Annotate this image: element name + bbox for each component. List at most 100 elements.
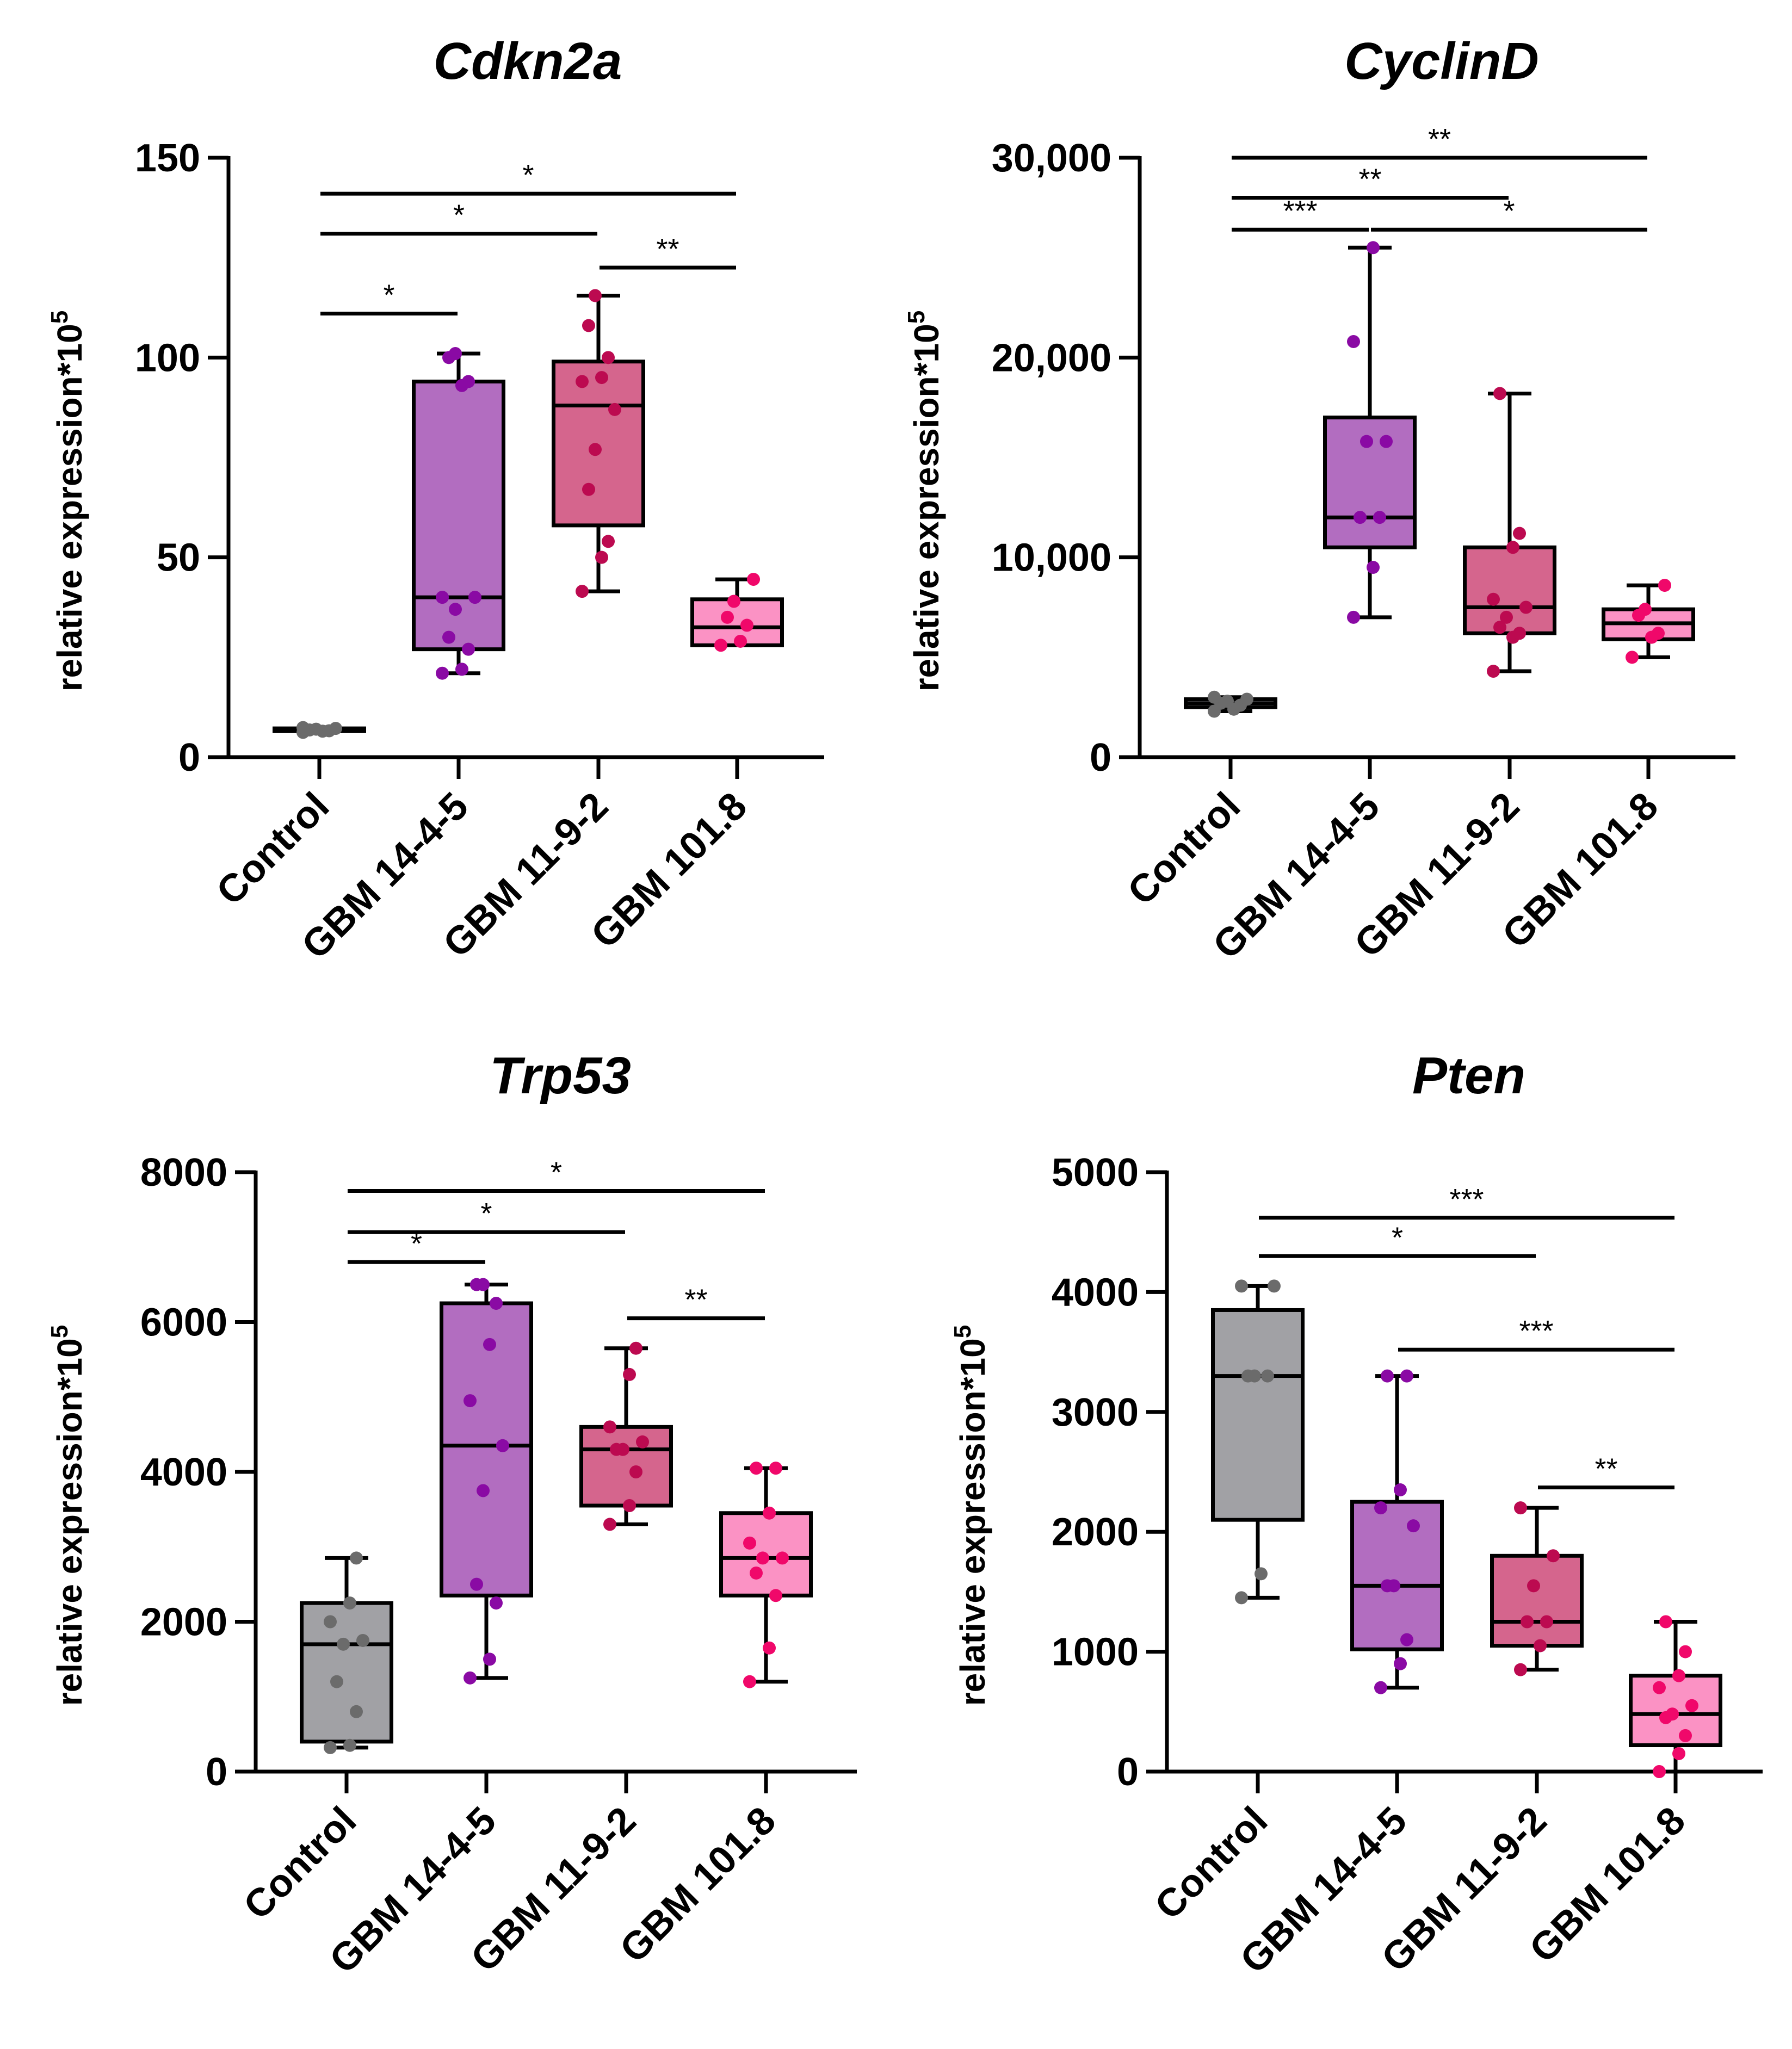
- panel-4-y-tick-label: 3000: [1052, 1391, 1139, 1434]
- panel-1-y-axis-label-superscript: 5: [46, 311, 73, 324]
- panel-3-data-point: [629, 1465, 642, 1478]
- panel-4-significance-label: *: [1392, 1221, 1403, 1254]
- panel-4-data-point: [1387, 1579, 1400, 1593]
- panel-3-significance-label: *: [480, 1197, 492, 1230]
- panel-3-data-point: [636, 1435, 649, 1448]
- panel-2-data-point: [1626, 651, 1639, 664]
- panel-1-data-point: [462, 375, 475, 388]
- panel-3-data-point: [769, 1589, 782, 1602]
- panel-3-data-point: [337, 1637, 350, 1651]
- panel-4-box: [1211, 1308, 1305, 1522]
- panel-4-data-point: [1381, 1369, 1394, 1383]
- panel-1-box-group: [273, 721, 366, 739]
- panel-4-data-point: [1679, 1645, 1692, 1658]
- panel-2-title: CyclinD: [1344, 32, 1538, 90]
- panel-2-significance-label: *: [1503, 195, 1515, 227]
- panel-4-y-tick-label: 0: [1117, 1750, 1139, 1794]
- panel-1-box-group: [690, 573, 784, 652]
- panel-1-data-point: [436, 591, 449, 604]
- panel-2-data-point: [1658, 579, 1671, 592]
- panel-2-significance-label: ***: [1283, 195, 1317, 227]
- panel-1-data-point: [582, 319, 595, 332]
- panel-4-data-point: [1374, 1501, 1387, 1515]
- panel-4-data-point: [1666, 1707, 1679, 1721]
- panel-1-data-point: [468, 591, 481, 604]
- panel-2-data-point: [1513, 527, 1526, 540]
- panel-3-data-point: [483, 1652, 496, 1666]
- panel-4-y-axis-label-text: relative expression*10: [953, 1338, 992, 1706]
- panel-2-y-tick-label: 0: [1090, 736, 1111, 779]
- panel-4-data-point: [1672, 1747, 1685, 1760]
- panel-3-data-point: [330, 1675, 343, 1688]
- panel-1-data-point: [747, 573, 760, 586]
- panel-1-data-point: [310, 722, 323, 736]
- panel-4-data-point: [1394, 1483, 1407, 1497]
- panel-3-data-point: [496, 1439, 509, 1452]
- panel-4-category-label: Control: [1147, 1799, 1276, 1928]
- panel-4-title: Pten: [1412, 1047, 1525, 1105]
- panel-2-y-tick-label: 30,000: [992, 137, 1111, 180]
- panel-4-data-point: [1407, 1519, 1420, 1533]
- panel-2-box-group: [1602, 579, 1695, 664]
- panel-3-data-point: [464, 1394, 477, 1408]
- panel-4-data-point: [1534, 1639, 1547, 1652]
- panel-2-data-point: [1347, 335, 1360, 348]
- panel-2-y-tick-label: 20,000: [992, 336, 1111, 380]
- panel-4-data-point: [1521, 1615, 1534, 1629]
- panel-3-data-point: [629, 1341, 642, 1355]
- panel-4-data-point: [1547, 1549, 1560, 1563]
- panel-2-box-group: [1184, 690, 1277, 718]
- panel-2-significance-label: **: [1358, 163, 1381, 195]
- panel-3-data-point: [490, 1297, 503, 1310]
- panel-3-box: [300, 1601, 393, 1744]
- panel-3-y-tick-label: 6000: [140, 1301, 227, 1345]
- panel-4-data-point: [1659, 1615, 1672, 1629]
- panel-1-significance-label: *: [522, 159, 534, 191]
- panel-3-chart: Trp53 relative expression*105 0 2000 4000 600…: [46, 1047, 857, 1982]
- panel-4-data-point: [1255, 1567, 1268, 1581]
- panel-1-y-axis-label: relative expression*105: [46, 311, 89, 691]
- panel-2-data-point: [1367, 241, 1380, 255]
- panel-3-data-point: [477, 1278, 490, 1291]
- panel-4-y-tick-label: 5000: [1052, 1151, 1139, 1194]
- panel-1-significance-label: *: [453, 199, 465, 232]
- panel-3-data-point: [324, 1741, 337, 1754]
- panel-2-data-point: [1208, 690, 1221, 704]
- panel-1-significance-label: *: [383, 279, 394, 312]
- panel-2-data-point: [1639, 603, 1652, 616]
- panel-4-box: [1490, 1553, 1584, 1648]
- panel-4-data-point: [1679, 1729, 1692, 1742]
- panel-3-data-point: [623, 1367, 636, 1381]
- panel-2-y-tick-label: 10,000: [992, 536, 1111, 580]
- panel-1-data-point: [442, 630, 455, 644]
- panel-2-data-point: [1506, 541, 1519, 554]
- panel-1-y-tick-label: 100: [135, 336, 200, 380]
- panel-3-category-label: Control: [236, 1799, 365, 1928]
- panel-1-category-label: Control: [208, 784, 338, 914]
- panel-2-data-point: [1487, 665, 1500, 678]
- panel-1-data-point: [329, 722, 342, 735]
- panel-4-data-point: [1374, 1681, 1387, 1694]
- panel-4-data-point: [1400, 1369, 1413, 1383]
- panel-1-data-point: [589, 443, 602, 456]
- panel-1-data-point: [595, 550, 608, 564]
- panel-4-data-point: [1400, 1633, 1413, 1646]
- panel-2-data-point: [1347, 610, 1360, 624]
- panel-2-data-point: [1373, 511, 1386, 524]
- panel-4-significance-label: **: [1595, 1453, 1617, 1485]
- panel-4-y-tick-label: 2000: [1052, 1511, 1139, 1554]
- panel-3-data-point: [356, 1633, 369, 1647]
- panel-3-box-group: [719, 1462, 813, 1688]
- panel-3-y-axis-label-superscript: 5: [46, 1325, 73, 1338]
- panel-4-box-group: [1350, 1369, 1444, 1694]
- panel-3-data-point: [324, 1615, 337, 1629]
- panel-1-data-point: [608, 403, 621, 416]
- panel-2-significance-label: **: [1428, 123, 1451, 156]
- panel-4-data-point: [1527, 1579, 1540, 1593]
- panel-3-data-point: [350, 1705, 363, 1718]
- panel-4-data-point: [1672, 1669, 1685, 1682]
- panel-4-significance-label: ***: [1519, 1315, 1553, 1347]
- panel-4-data-point: [1235, 1279, 1248, 1293]
- panel-2-data-point: [1513, 627, 1526, 640]
